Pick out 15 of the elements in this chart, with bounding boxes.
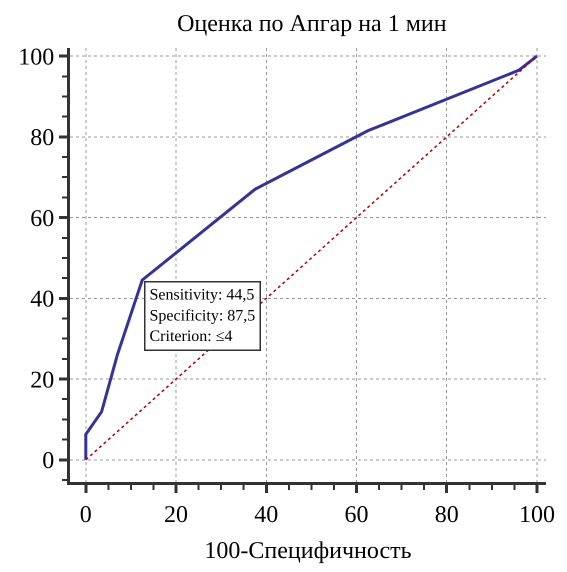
x-tick-label: 80 xyxy=(434,502,459,528)
y-tick-label: 100 xyxy=(18,44,54,70)
x-axis-title: 100-Специфичность xyxy=(204,538,412,564)
x-tick-label: 0 xyxy=(80,502,92,528)
chart-title: Оценка по Апгар на 1 мин xyxy=(177,11,447,38)
x-tick-label: 20 xyxy=(164,502,188,528)
y-tick-label: 80 xyxy=(30,125,54,152)
x-tick-label: 60 xyxy=(344,502,368,528)
x-tick-label: 40 xyxy=(254,502,278,528)
x-tick-label: 100 xyxy=(518,502,555,528)
y-tick-label: 20 xyxy=(30,367,54,394)
y-tick-label: 0 xyxy=(42,448,54,474)
y-tick-label: 40 xyxy=(30,286,54,313)
y-tick-label: 60 xyxy=(30,206,54,232)
annotation: Sensitivity: 44,5 Specificity: 87,5 Criterion: ≤4 xyxy=(150,286,256,346)
